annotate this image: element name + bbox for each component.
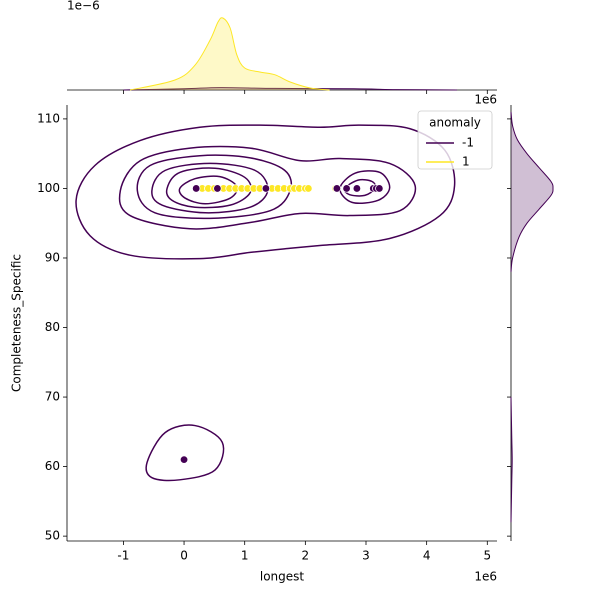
scatter-point xyxy=(304,184,313,193)
kde-contour xyxy=(136,154,293,220)
top-x-offset: 1e6 xyxy=(474,93,497,107)
scatter-point xyxy=(191,184,201,193)
y-tick-label: 70 xyxy=(45,390,60,404)
right-kde-line xyxy=(510,111,554,272)
right-kde-area xyxy=(511,111,554,272)
x-tick-label: 2 xyxy=(302,549,310,563)
y-tick-label: 100 xyxy=(37,181,60,195)
top-kde-area xyxy=(130,17,330,91)
scatter-point xyxy=(179,455,189,464)
kde-contour xyxy=(75,124,456,260)
legend-label: 1 xyxy=(462,155,470,169)
kde-contour xyxy=(145,424,225,482)
top-kde-line xyxy=(129,17,330,91)
scatter-point xyxy=(261,184,271,193)
y-tick-label: 50 xyxy=(45,529,60,543)
x-tick-label: 3 xyxy=(362,549,370,563)
kde-contour xyxy=(118,145,417,230)
right-kde-line xyxy=(510,397,513,523)
legend-title: anomaly xyxy=(429,116,481,130)
x-tick-label: 1 xyxy=(241,549,249,563)
scatter-point xyxy=(375,184,384,193)
top-y-offset: 1e−6 xyxy=(67,0,100,13)
x-axis-label: longest xyxy=(260,570,305,584)
top-kde-line xyxy=(123,87,457,91)
x-tick-label: 5 xyxy=(483,549,491,563)
y-tick-label: 80 xyxy=(45,320,60,334)
x-tick-label: -1 xyxy=(117,549,129,563)
y-tick-label: 90 xyxy=(45,250,60,264)
kde-contour xyxy=(165,167,252,209)
scatter-point xyxy=(332,184,342,193)
legend-label: -1 xyxy=(462,136,474,150)
x-tick-label: 0 xyxy=(180,549,188,563)
x-offset: 1e6 xyxy=(474,570,497,584)
kde-contour xyxy=(339,170,391,204)
x-tick-label: 4 xyxy=(423,549,431,563)
y-tick-label: 110 xyxy=(37,111,60,125)
y-tick-label: 60 xyxy=(45,459,60,473)
legend-box xyxy=(417,110,493,170)
scatter-point xyxy=(213,184,222,193)
scatter-point xyxy=(342,184,351,193)
y-axis-label: Completeness_Specific xyxy=(10,254,24,392)
scatter-point xyxy=(352,184,362,193)
